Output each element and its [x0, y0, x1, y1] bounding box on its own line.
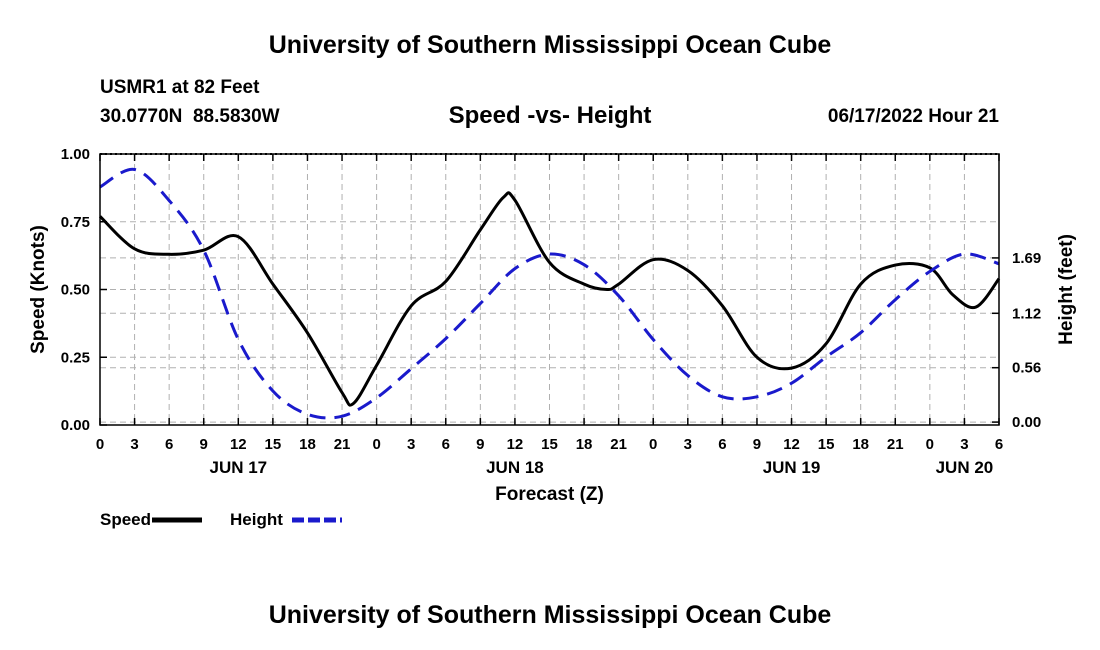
- x-tick-label: 0: [96, 436, 104, 453]
- x-tick-label: 18: [576, 436, 593, 453]
- x-tick-label: 12: [230, 436, 247, 453]
- y-tick-label: 0.75: [61, 214, 90, 231]
- y-tick-label: 0.25: [61, 349, 90, 366]
- x-tick-label: 6: [442, 436, 450, 453]
- legend: Speed Height: [100, 510, 342, 529]
- x-tick-label: 3: [960, 436, 968, 453]
- series-layer: [98, 167, 1001, 420]
- x-tick-label: 9: [753, 436, 761, 453]
- day-label: JUN 19: [763, 458, 821, 477]
- x-tick-label: 6: [718, 436, 726, 453]
- x-tick-label: 6: [995, 436, 1003, 453]
- x-tick-label: 9: [476, 436, 484, 453]
- station-name: USMR1 at 82 Feet: [100, 77, 260, 98]
- series-line-speed: [98, 191, 1001, 407]
- ticks: [99, 153, 1000, 426]
- chart-title: Speed -vs- Height: [448, 102, 652, 129]
- day-label: JUN 18: [486, 458, 544, 477]
- y-axis-label: Speed (Knots): [28, 225, 49, 354]
- y2-tick-label: 0.56: [1012, 360, 1041, 377]
- x-tick-label: 21: [887, 436, 904, 453]
- x-tick-label: 15: [818, 436, 835, 453]
- x-tick-label: 3: [684, 436, 692, 453]
- legend-label: Speed: [100, 510, 151, 529]
- x-tick-label: 15: [265, 436, 282, 453]
- x-tick-label: 0: [372, 436, 380, 453]
- y-tick-label: 0.00: [61, 417, 90, 434]
- x-tick-label: 3: [130, 436, 138, 453]
- x-tick-label: 3: [407, 436, 415, 453]
- x-tick-label: 6: [165, 436, 173, 453]
- x-tick-label: 12: [507, 436, 524, 453]
- tick-labels: 0 3 6 9 12 15 18 21 0 3 6 9 12 15 18 21 0 3 6 9 12 15 18 21 0 3 6J…: [61, 146, 1041, 477]
- day-label: JUN 20: [936, 458, 994, 477]
- y2-tick-label: 1.12: [1012, 305, 1041, 322]
- y-tick-label: 0.50: [61, 282, 90, 299]
- x-tick-label: 18: [299, 436, 316, 453]
- x-tick-label: 12: [783, 436, 800, 453]
- page-title: University of Southern Mississippi Ocean…: [268, 31, 832, 59]
- x-tick-label: 9: [200, 436, 208, 453]
- forecast-date: 06/17/2022 Hour 21: [827, 106, 999, 127]
- x-axis-label: Forecast (Z): [495, 484, 604, 505]
- y-tick-label: 1.00: [61, 146, 90, 163]
- x-tick-label: 0: [926, 436, 934, 453]
- x-tick-label: 21: [610, 436, 627, 453]
- station-coordinates: 30.0770N 88.5830W: [100, 106, 280, 127]
- y2-tick-label: 1.69: [1012, 250, 1041, 267]
- footer-title: University of Southern Mississippi Ocean…: [268, 601, 832, 629]
- grid: [100, 153, 999, 425]
- x-tick-label: 0: [649, 436, 657, 453]
- y2-axis-label: Height (feet): [1056, 234, 1077, 345]
- x-tick-label: 18: [852, 436, 869, 453]
- legend-label: Height: [230, 510, 283, 529]
- y2-tick-label: 0.00: [1012, 414, 1041, 431]
- x-tick-label: 15: [541, 436, 558, 453]
- day-label: JUN 17: [209, 458, 267, 477]
- x-tick-label: 21: [334, 436, 351, 453]
